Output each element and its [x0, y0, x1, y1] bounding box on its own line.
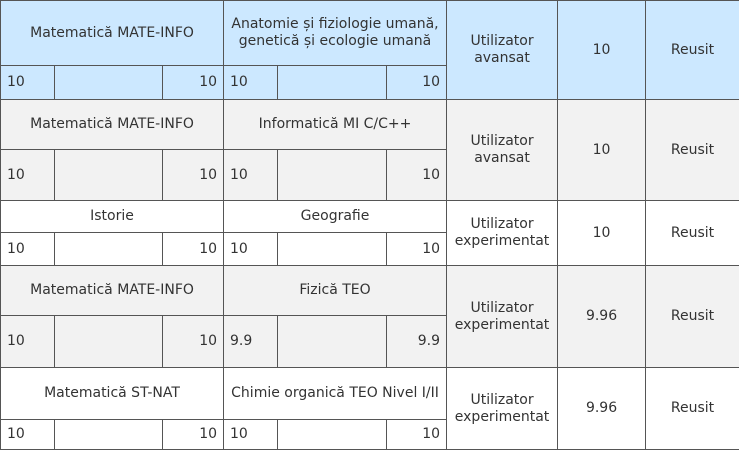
subject-1-grade-initial: 10 — [0, 65, 55, 100]
table-row: Matematică MATE-INFO Anatomie și fiziolo… — [0, 0, 739, 100]
subject-2-name: Fizică TEO — [223, 265, 448, 316]
result-status: Reusit — [645, 99, 739, 201]
subject-2-grade-initial: 9.9 — [223, 315, 279, 368]
table-row: Matematică MATE-INFO Fizică TEO Utilizat… — [0, 265, 739, 368]
language-level: Utilizator avansat — [446, 99, 559, 201]
language-level: Utilizator experimentat — [446, 200, 559, 266]
subject-2-grade-initial: 10 — [223, 65, 279, 100]
subject-1-grade-initial: 10 — [0, 232, 55, 266]
subject-1-grade-contest — [54, 419, 163, 450]
subject-2-grade-contest — [277, 315, 388, 368]
average-grade: 9.96 — [557, 367, 647, 450]
result-status: Reusit — [645, 0, 739, 100]
result-status: Reusit — [645, 367, 739, 450]
table-row: Matematică MATE-INFO Informatică MI C/C+… — [0, 99, 739, 201]
subject-1-grade-contest — [54, 149, 163, 201]
subject-1-grade-final: 10 — [161, 315, 225, 368]
average-grade: 10 — [557, 0, 647, 100]
result-status: Reusit — [645, 200, 739, 266]
subject-1-grade-final: 10 — [161, 232, 225, 266]
average-grade: 10 — [557, 200, 647, 266]
subject-1-name: Matematică MATE-INFO — [0, 99, 225, 150]
subject-2-grade-contest — [277, 149, 388, 201]
subject-2-grade-contest — [277, 419, 388, 450]
subject-1-name: Matematică ST-NAT — [0, 367, 225, 420]
subject-2-grade-initial: 10 — [223, 232, 279, 266]
subject-1-grade-initial: 10 — [0, 419, 55, 450]
grades-row: 10 10 10 10 — [0, 149, 739, 201]
subject-2-grade-final: 10 — [386, 65, 448, 100]
subject-1-name: Istorie — [0, 200, 225, 233]
subject-1-grade-contest — [54, 315, 163, 368]
subject-2-name: Anatomie și fiziologie umană, genetică ș… — [223, 0, 448, 66]
subject-2-name: Informatică MI C/C++ — [223, 99, 448, 150]
subject-1-grade-contest — [54, 232, 163, 266]
subject-2-grade-final: 9.9 — [386, 315, 448, 368]
grades-row: 10 10 10 10 — [0, 419, 739, 450]
subject-2-name: Geografie — [223, 200, 448, 233]
subject-2-grade-initial: 10 — [223, 149, 279, 201]
subject-2-grade-final: 10 — [386, 419, 448, 450]
language-level: Utilizator experimentat — [446, 265, 559, 368]
subject-1-grade-contest — [54, 65, 163, 100]
average-grade: 9.96 — [557, 265, 647, 368]
subject-1-grade-initial: 10 — [0, 315, 55, 368]
subject-1-grade-final: 10 — [161, 149, 225, 201]
language-level: Utilizator avansat — [446, 0, 559, 100]
subject-1-name: Matematică MATE-INFO — [0, 265, 225, 316]
language-level: Utilizator experimentat — [446, 367, 559, 450]
subject-2-grade-final: 10 — [386, 149, 448, 201]
subject-1-grade-final: 10 — [161, 65, 225, 100]
subject-2-grade-contest — [277, 232, 388, 266]
subject-2-grade-final: 10 — [386, 232, 448, 266]
average-grade: 10 — [557, 99, 647, 201]
table-row: Matematică ST-NAT Chimie organică TEO Ni… — [0, 367, 739, 450]
subject-2-grade-contest — [277, 65, 388, 100]
subject-1-grade-initial: 10 — [0, 149, 55, 201]
subject-1-name: Matematică MATE-INFO — [0, 0, 225, 66]
grades-row: 10 10 10 10 — [0, 232, 739, 266]
subject-1-grade-final: 10 — [161, 419, 225, 450]
result-status: Reusit — [645, 265, 739, 368]
subject-2-name: Chimie organică TEO Nivel I/II — [223, 367, 448, 420]
subject-2-grade-initial: 10 — [223, 419, 279, 450]
table-row: Istorie Geografie Utilizator experimenta… — [0, 200, 739, 266]
grades-row: 10 10 10 10 — [0, 65, 739, 100]
